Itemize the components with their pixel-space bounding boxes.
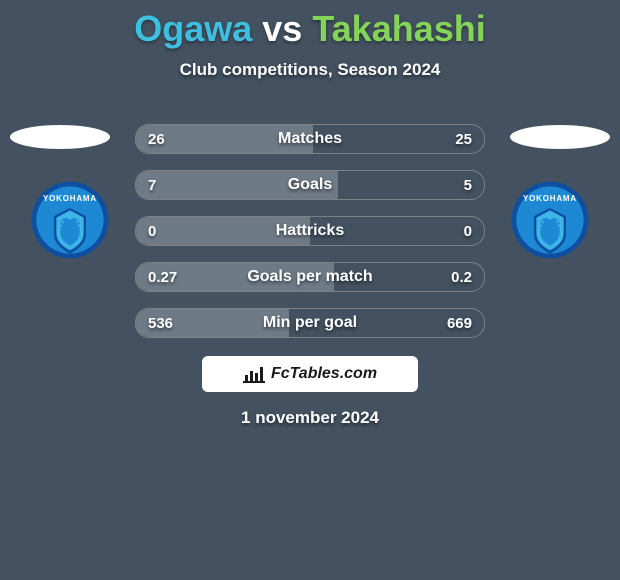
stat-label: Min per goal: [136, 309, 484, 337]
player1-club-badge: YOKOHAMA: [30, 180, 110, 260]
chart-icon: [243, 365, 265, 383]
stat-label: Matches: [136, 125, 484, 153]
stat-row: 26Matches25: [135, 124, 485, 154]
stat-row: 7Goals5: [135, 170, 485, 200]
subtitle: Club competitions, Season 2024: [0, 60, 620, 80]
player2-name: Takahashi: [312, 8, 485, 49]
player2-avatar-placeholder: [510, 125, 610, 149]
player2-club-badge: YOKOHAMA: [510, 180, 590, 260]
stat-row: 0Hattricks0: [135, 216, 485, 246]
comparison-infographic: Ogawa vs Takahashi Club competitions, Se…: [0, 0, 620, 580]
svg-text:YOKOHAMA: YOKOHAMA: [523, 194, 577, 203]
stat-label: Goals per match: [136, 263, 484, 291]
brand-text: FcTables.com: [271, 365, 377, 383]
svg-text:YOKOHAMA: YOKOHAMA: [43, 194, 97, 203]
player1-avatar-placeholder: [10, 125, 110, 149]
stat-value-right: 25: [455, 125, 472, 153]
stat-label: Hattricks: [136, 217, 484, 245]
stat-label: Goals: [136, 171, 484, 199]
stat-value-right: 0: [464, 217, 472, 245]
stat-row: 536Min per goal669: [135, 308, 485, 338]
stat-value-right: 5: [464, 171, 472, 199]
player1-name: Ogawa: [134, 8, 252, 49]
stat-value-right: 669: [447, 309, 472, 337]
page-title: Ogawa vs Takahashi: [0, 0, 620, 50]
date-text: 1 november 2024: [0, 408, 620, 428]
stat-value-right: 0.2: [451, 263, 472, 291]
vs-text: vs: [262, 8, 302, 49]
stat-row: 0.27Goals per match0.2: [135, 262, 485, 292]
brand-box: FcTables.com: [202, 356, 418, 392]
stats-container: 26Matches25 7Goals5 0Hattricks0 0.27Goals p…: [135, 124, 485, 354]
